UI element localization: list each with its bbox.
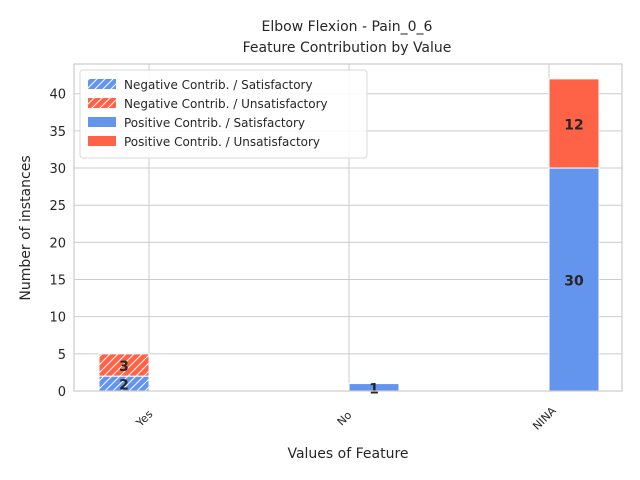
bar (548, 78, 600, 169)
bar-value-label: 30 (564, 274, 584, 290)
x-tick-label: No (335, 408, 355, 428)
x-tick-label: Yes (133, 407, 156, 430)
legend-label: Negative Contrib. / Satisfactory (124, 78, 313, 92)
x-tick-label: NINA (530, 404, 559, 433)
axes: 0 5 10 15 20 25 30 35 40 Yes No NINA (49, 63, 623, 433)
y-tick-label: 35 (49, 125, 66, 140)
y-tick-label: 10 (49, 311, 66, 326)
bar-value-label: 3 (119, 359, 129, 375)
bar-hatch (99, 353, 149, 377)
legend-swatch (88, 136, 116, 146)
legend-swatch-hatch (88, 98, 116, 108)
y-tick-label: 40 (49, 88, 66, 103)
legend-label: Negative Contrib. / Unsatisfactory (124, 97, 328, 111)
legend-swatch-hatch (88, 79, 116, 89)
legend: Negative Contrib. / Satisfactory Negative… (79, 69, 368, 159)
y-tick-label: 30 (49, 162, 66, 177)
bar-value-label: 12 (564, 117, 583, 133)
bar-value-label: 2 (119, 378, 129, 394)
plot-frame (73, 63, 623, 392)
bars (98, 78, 600, 392)
bar-value-label: 1 (369, 381, 379, 397)
bar-hatch (99, 376, 149, 391)
x-axis-label: Values of Feature (287, 446, 408, 462)
bar-labels: 2 3 1 30 12 (119, 117, 584, 397)
legend-swatch (88, 117, 116, 127)
chart-subtitle: Feature Contribution by Value (243, 40, 452, 56)
y-tick-label: 5 (58, 348, 66, 363)
y-axis-label: Number of instances (18, 155, 34, 300)
legend-label: Positive Contrib. / Unsatisfactory (124, 135, 320, 149)
y-tick-label: 20 (49, 236, 66, 251)
y-tick-label: 25 (49, 199, 66, 214)
legend-label: Positive Contrib. / Satisfactory (124, 116, 305, 130)
legend-box (79, 69, 368, 159)
chart-title: Elbow Flexion - Pain_0_6 (262, 19, 433, 35)
y-tick-label: 15 (49, 274, 66, 289)
y-tick-label: 0 (58, 385, 66, 400)
